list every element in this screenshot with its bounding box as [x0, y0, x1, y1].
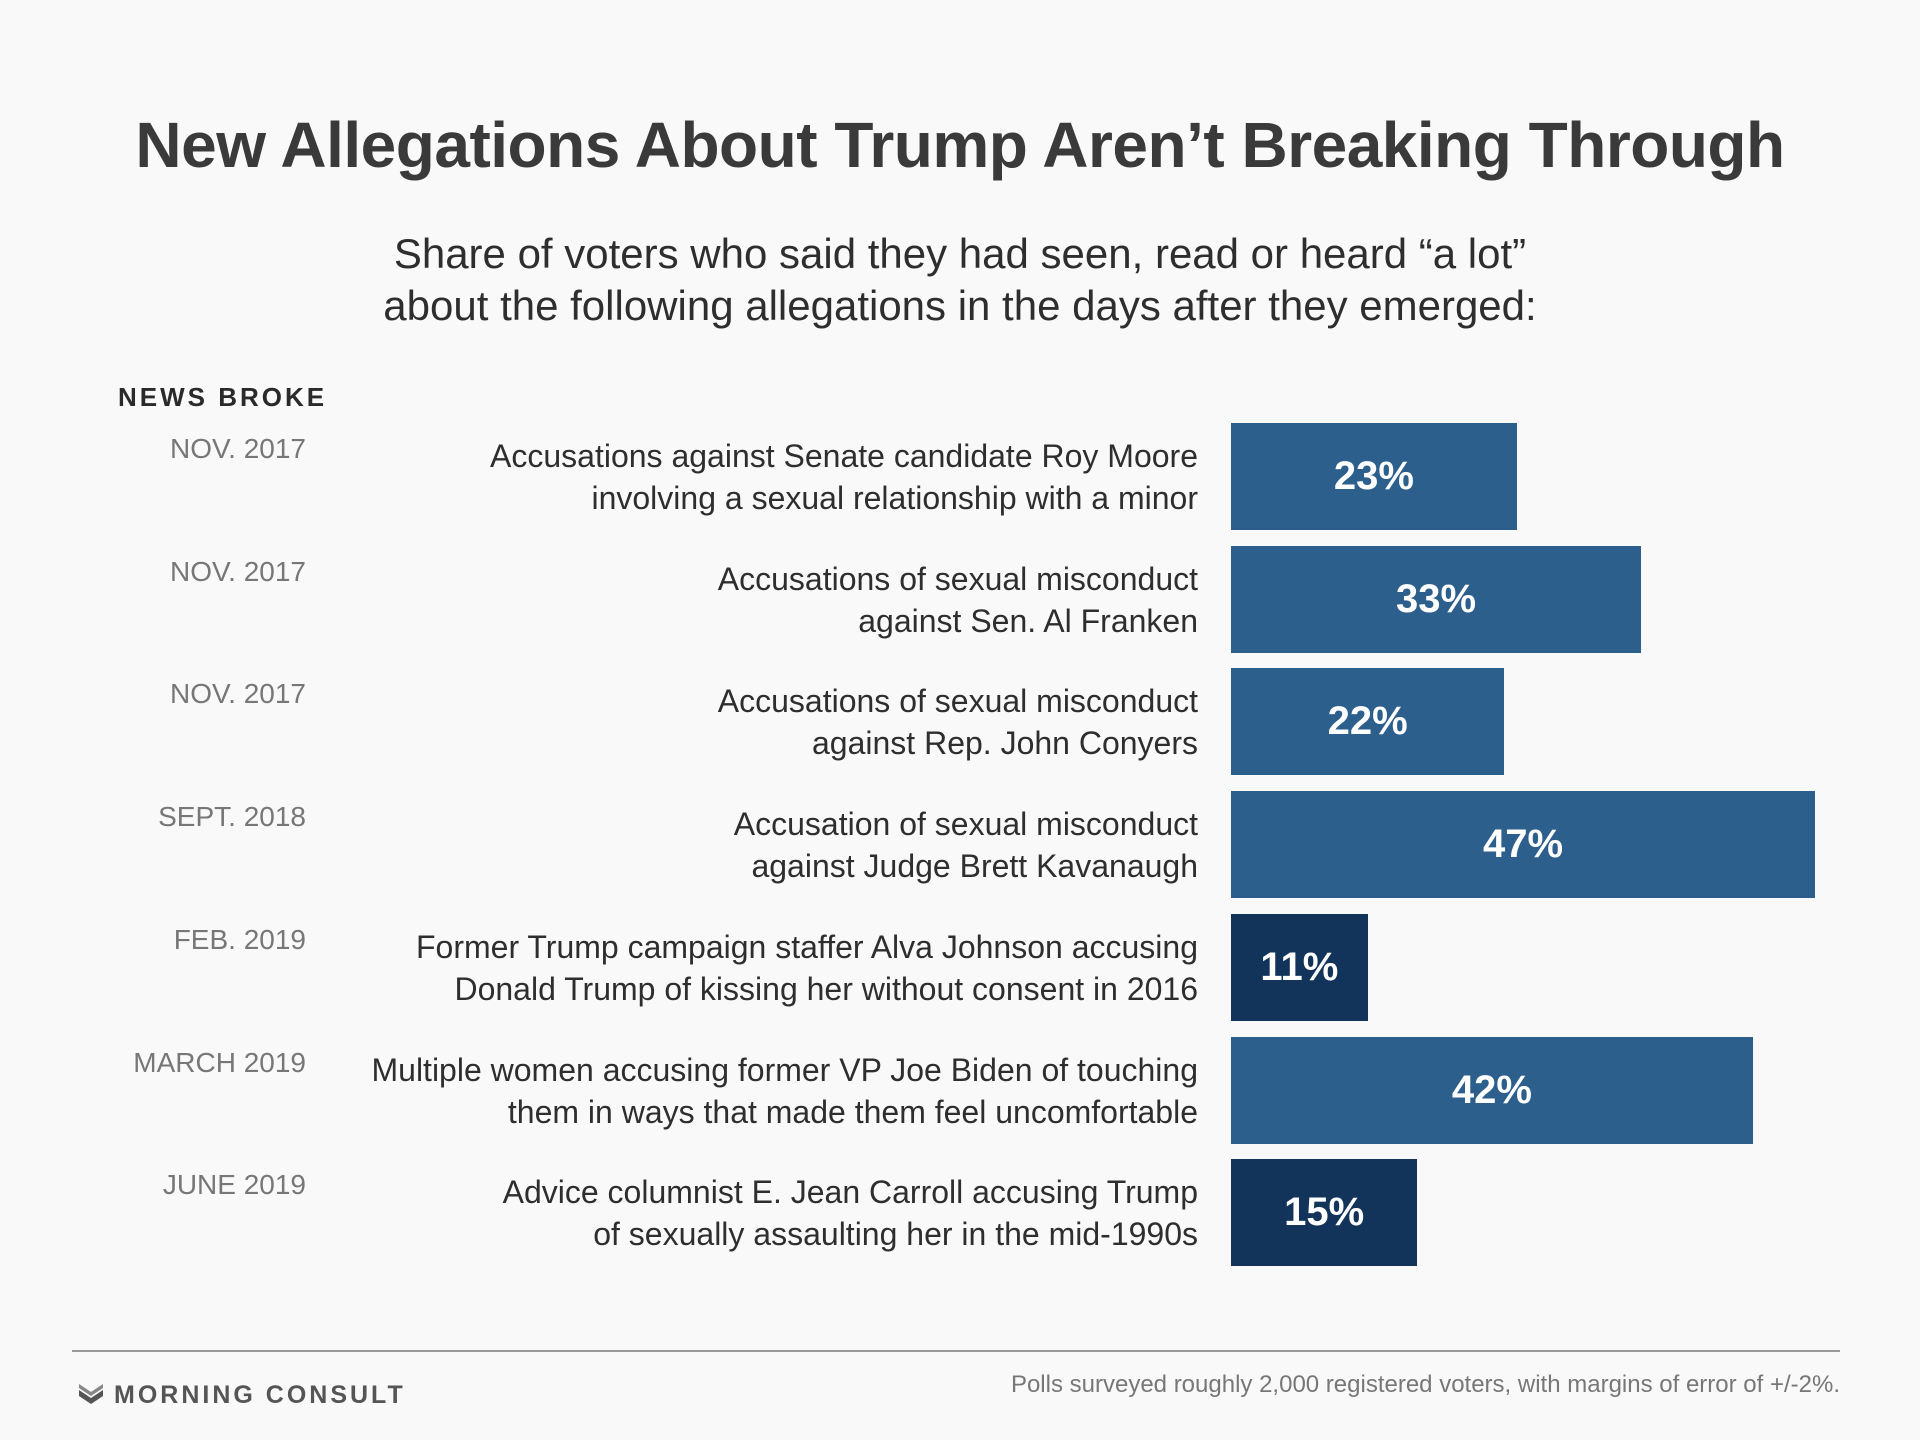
bar: 42% [1231, 1036, 1753, 1144]
subtitle-line: Share of voters who said they had seen, … [393, 230, 1527, 277]
subtitle-line: about the following allegations in the d… [383, 282, 1537, 329]
allegation-label-line: against Judge Brett Kavanaugh [751, 848, 1198, 885]
allegation-label: Former Trump campaign staffer Alva Johns… [416, 926, 1198, 1010]
chart-row: NOV. 2017 Accusations against Senate cand… [0, 423, 1920, 530]
news-date: NOV. 2017 [170, 433, 306, 464]
news-date: NOV. 2017 [170, 678, 306, 710]
bar-value-label: 23% [1333, 454, 1414, 498]
news-broke-header: NEWS BROKE [118, 382, 328, 412]
bar: 15% [1231, 1159, 1418, 1267]
chart-row: NOV. 2017 Accusations of sexual misconduc… [0, 668, 1920, 776]
news-date: JUNE 2019 [162, 1169, 306, 1201]
news-date: FEB. 2019 [173, 923, 306, 955]
allegation-label-line: Accusations of sexual misconduct [717, 560, 1198, 597]
bar-value-label: 47% [1482, 822, 1564, 867]
news-date: SEPT. 2018 [158, 801, 306, 833]
allegation-label-line: of sexually assaulting her in the mid-19… [593, 1216, 1198, 1253]
chart-row: MARCH 2019 Multiple women accusing former… [0, 1036, 1920, 1144]
allegation-label-line: Multiple women accusing former VP Joe Bi… [371, 1051, 1198, 1088]
allegation-label: Multiple women accusing former VP Joe Bi… [371, 1049, 1198, 1133]
news-date: NOV. 2017 [170, 555, 306, 587]
bar: 22% [1231, 668, 1505, 776]
allegation-label: Accusations of sexual misconduct against … [718, 680, 1198, 764]
morning-consult-logo-icon [79, 1383, 103, 1404]
bar: 23% [1231, 423, 1517, 530]
allegation-label-line: against Rep. John Conyers [812, 725, 1198, 762]
allegation-label-line: Advice columnist E. Jean Carroll accusin… [502, 1174, 1198, 1211]
bar-value-label: 22% [1327, 699, 1408, 744]
bar: 47% [1231, 791, 1815, 899]
bar: 11% [1231, 913, 1368, 1021]
bar: 33% [1231, 545, 1642, 653]
allegation-label: Accusations of sexual misconduct against … [718, 558, 1198, 642]
allegation-label-line: Accusations of sexual misconduct [717, 683, 1198, 720]
chart-row: JUNE 2019 Advice columnist E. Jean Carrol… [0, 1159, 1920, 1267]
news-date: MARCH 2019 [133, 1046, 306, 1078]
bar-value-label: 15% [1284, 1190, 1365, 1235]
allegation-label-line: against Sen. Al Franken [858, 602, 1198, 639]
bar-value-label: 33% [1395, 576, 1477, 621]
allegation-label: Advice columnist E. Jean Carroll accusin… [503, 1171, 1198, 1255]
bar-value-label: 42% [1451, 1067, 1532, 1112]
chart-row: NOV. 2017 Accusations of sexual misconduc… [0, 545, 1920, 653]
footnote: Polls surveyed roughly 2,000 registered … [1010, 1371, 1840, 1398]
brand-name: MORNING CONSULT [114, 1381, 406, 1409]
bar-value-label: 11% [1260, 944, 1339, 989]
allegation-label-line: Donald Trump of kissing her without cons… [454, 970, 1198, 1007]
allegation-label-line: Former Trump campaign staffer Alva Johns… [416, 928, 1198, 965]
footer-divider [72, 1350, 1840, 1352]
chart-subtitle: Share of voters who said they had seen, … [260, 228, 1660, 332]
allegation-label-line: involving a sexual relationship with a m… [591, 480, 1198, 516]
chart-row: FEB. 2019 Former Trump campaign staffer A… [0, 913, 1920, 1021]
allegation-label: Accusation of sexual misconduct against J… [734, 803, 1198, 887]
allegation-label-line: Accusation of sexual misconduct [733, 806, 1198, 843]
allegation-label-line: Accusations against Senate candidate Roy… [490, 438, 1198, 474]
chart-title: New Allegations About Trump Aren’t Break… [135, 109, 1785, 181]
allegation-label: Accusations against Senate candidate Roy… [490, 435, 1198, 519]
brand-logo: MORNING CONSULT [78, 1381, 406, 1410]
allegation-label-line: them in ways that made them feel uncomfo… [507, 1093, 1198, 1130]
chart-row: SEPT. 2018 Accusation of sexual misconduc… [0, 791, 1920, 899]
